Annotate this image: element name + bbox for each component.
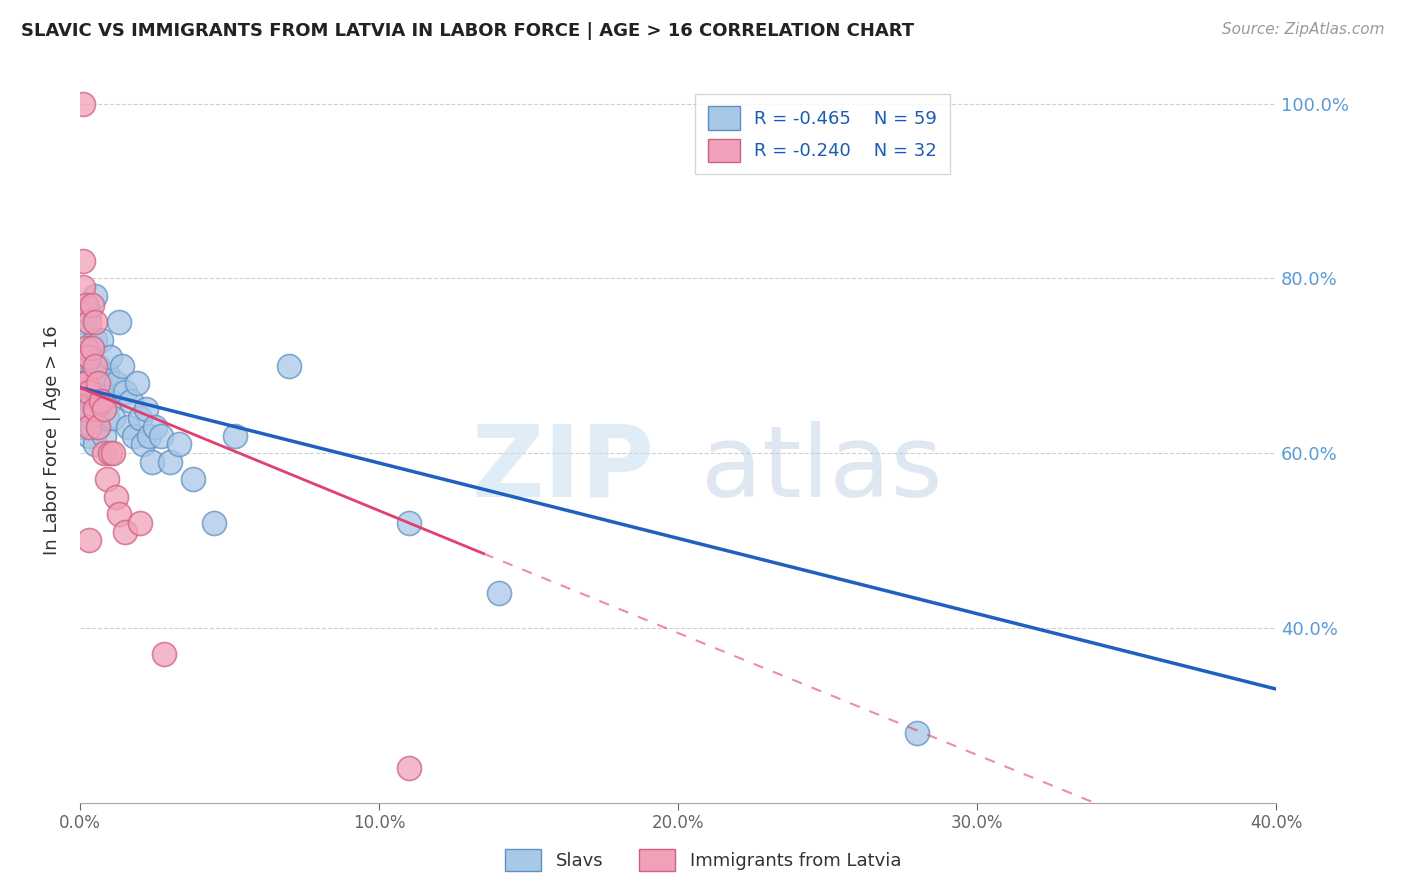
Point xyxy=(98,350,121,364)
Point xyxy=(77,315,100,329)
Point xyxy=(98,393,121,408)
Point xyxy=(72,376,94,391)
Point xyxy=(96,368,118,382)
Point xyxy=(167,437,190,451)
Point xyxy=(77,306,100,320)
Point xyxy=(77,420,100,434)
Point xyxy=(905,725,928,739)
Point xyxy=(278,359,301,373)
Point xyxy=(80,341,103,355)
Point xyxy=(75,411,97,425)
Point xyxy=(93,393,115,408)
Point xyxy=(80,341,103,355)
Point xyxy=(72,96,94,111)
Point xyxy=(75,368,97,382)
Point xyxy=(75,393,97,408)
Point xyxy=(77,402,100,417)
Point xyxy=(72,376,94,391)
Point xyxy=(114,524,136,539)
Point xyxy=(120,393,142,408)
Point xyxy=(101,411,124,425)
Point xyxy=(83,437,105,451)
Point xyxy=(80,393,103,408)
Point xyxy=(72,280,94,294)
Point xyxy=(138,428,160,442)
Point xyxy=(72,315,94,329)
Point xyxy=(72,341,94,355)
Point xyxy=(83,289,105,303)
Point xyxy=(204,516,226,530)
Point xyxy=(80,297,103,311)
Point xyxy=(183,472,205,486)
Point xyxy=(83,315,105,329)
Point xyxy=(117,420,139,434)
Point xyxy=(159,455,181,469)
Point xyxy=(149,428,172,442)
Point xyxy=(107,315,129,329)
Point xyxy=(398,761,420,775)
Point xyxy=(93,402,115,417)
Point xyxy=(93,428,115,442)
Y-axis label: In Labor Force | Age > 16: In Labor Force | Age > 16 xyxy=(44,326,60,555)
Point xyxy=(93,446,115,460)
Point xyxy=(143,420,166,434)
Point xyxy=(96,411,118,425)
Point xyxy=(224,428,246,442)
Legend: R = -0.465    N = 59, R = -0.240    N = 32: R = -0.465 N = 59, R = -0.240 N = 32 xyxy=(695,94,950,175)
Point xyxy=(96,472,118,486)
Point xyxy=(83,333,105,347)
Text: SLAVIC VS IMMIGRANTS FROM LATVIA IN LABOR FORCE | AGE > 16 CORRELATION CHART: SLAVIC VS IMMIGRANTS FROM LATVIA IN LABO… xyxy=(21,22,914,40)
Point xyxy=(114,384,136,399)
Point xyxy=(87,393,110,408)
Point xyxy=(83,376,105,391)
Point xyxy=(131,437,153,451)
Point xyxy=(80,368,103,382)
Point xyxy=(125,376,148,391)
Point xyxy=(77,533,100,548)
Point xyxy=(77,376,100,391)
Point xyxy=(90,333,112,347)
Point xyxy=(77,350,100,364)
Point xyxy=(101,446,124,460)
Point xyxy=(75,324,97,338)
Point xyxy=(152,647,174,661)
Point xyxy=(141,455,163,469)
Point xyxy=(398,516,420,530)
Point xyxy=(135,402,157,417)
Point xyxy=(98,446,121,460)
Point xyxy=(90,376,112,391)
Point xyxy=(111,359,134,373)
Point xyxy=(77,428,100,442)
Point xyxy=(87,376,110,391)
Point xyxy=(83,402,105,417)
Point xyxy=(488,586,510,600)
Text: Source: ZipAtlas.com: Source: ZipAtlas.com xyxy=(1222,22,1385,37)
Point xyxy=(75,350,97,364)
Point xyxy=(80,420,103,434)
Point xyxy=(75,376,97,391)
Point xyxy=(77,350,100,364)
Text: ZIP: ZIP xyxy=(471,420,654,517)
Point xyxy=(72,420,94,434)
Point xyxy=(104,490,127,504)
Point xyxy=(107,508,129,522)
Point xyxy=(75,297,97,311)
Point xyxy=(128,516,150,530)
Point xyxy=(83,402,105,417)
Point xyxy=(87,420,110,434)
Text: atlas: atlas xyxy=(700,420,942,517)
Point xyxy=(87,359,110,373)
Legend: Slavs, Immigrants from Latvia: Slavs, Immigrants from Latvia xyxy=(498,842,908,879)
Point xyxy=(128,411,150,425)
Point xyxy=(75,341,97,355)
Point xyxy=(104,376,127,391)
Point xyxy=(122,428,145,442)
Point xyxy=(77,384,100,399)
Point xyxy=(90,393,112,408)
Point xyxy=(75,402,97,417)
Point xyxy=(83,359,105,373)
Point xyxy=(72,254,94,268)
Point xyxy=(87,420,110,434)
